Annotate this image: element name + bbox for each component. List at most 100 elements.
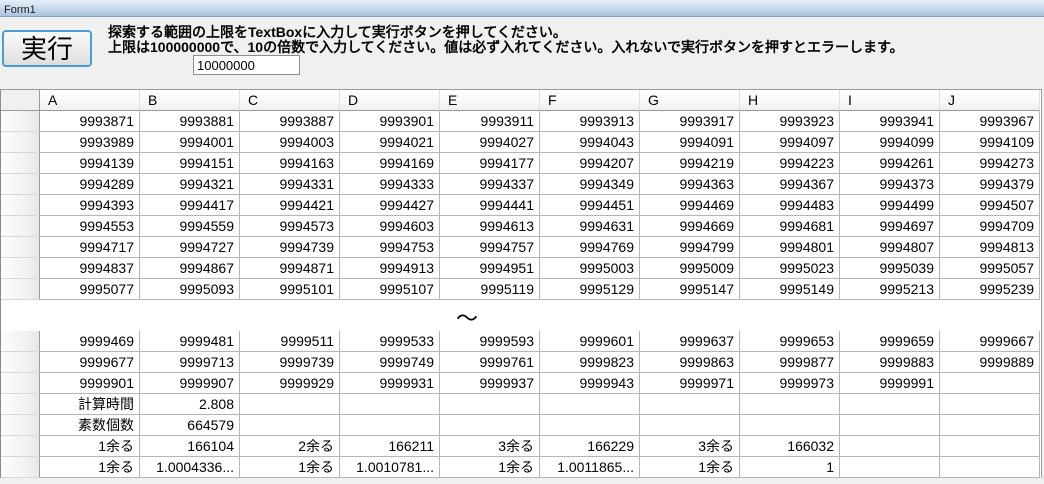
grid-cell[interactable]: 9994799 <box>640 237 740 258</box>
grid-cell[interactable]: 9994559 <box>140 216 240 237</box>
grid-cell[interactable]: 9994427 <box>340 195 440 216</box>
grid-cell[interactable]: 9994441 <box>440 195 540 216</box>
grid-cell[interactable]: 166104 <box>140 436 240 457</box>
grid-cell[interactable]: 9995077 <box>40 279 140 300</box>
grid-cell[interactable]: 9994223 <box>740 153 840 174</box>
row-header[interactable] <box>1 153 40 174</box>
row-header[interactable] <box>1 373 40 394</box>
grid-cell[interactable]: 9994469 <box>640 195 740 216</box>
grid-cell[interactable] <box>740 415 840 436</box>
grid-cell[interactable]: 9994669 <box>640 216 740 237</box>
grid-cell[interactable]: 9994261 <box>840 153 940 174</box>
grid-cell[interactable] <box>540 415 640 436</box>
grid-cell[interactable]: 9999511 <box>240 331 340 352</box>
grid-cell[interactable] <box>940 436 1040 457</box>
grid-cell[interactable]: 9994333 <box>340 174 440 195</box>
grid-cell[interactable]: 9999823 <box>540 352 640 373</box>
row-header[interactable] <box>1 111 40 132</box>
row-header[interactable] <box>1 436 40 457</box>
grid-cell[interactable] <box>640 415 740 436</box>
grid-cell[interactable]: 9995003 <box>540 258 640 279</box>
column-header[interactable]: A <box>40 90 140 111</box>
grid-cell[interactable]: 9994163 <box>240 153 340 174</box>
grid-cell[interactable] <box>740 394 840 415</box>
grid-cell[interactable]: 9999749 <box>340 352 440 373</box>
grid-cell[interactable]: 9994003 <box>240 132 340 153</box>
grid-cell[interactable] <box>340 394 440 415</box>
grid-cell[interactable]: 9999469 <box>40 331 140 352</box>
grid-cell[interactable]: 9995057 <box>940 258 1040 279</box>
upper-limit-input[interactable] <box>193 55 300 75</box>
grid-cell[interactable]: 1.0011865... <box>540 457 640 478</box>
grid-cell[interactable]: 9994289 <box>40 174 140 195</box>
grid-cell[interactable]: 9999937 <box>440 373 540 394</box>
grid-cell[interactable]: 9999653 <box>740 331 840 352</box>
grid-cell[interactable]: 9995023 <box>740 258 840 279</box>
grid-cell[interactable]: 9994091 <box>640 132 740 153</box>
grid-cell[interactable]: 9993913 <box>540 111 640 132</box>
grid-cell[interactable]: 9994219 <box>640 153 740 174</box>
grid-cell[interactable]: 9995213 <box>840 279 940 300</box>
row-header[interactable] <box>1 415 40 436</box>
column-header[interactable]: D <box>340 90 440 111</box>
grid-cell[interactable]: 9994631 <box>540 216 640 237</box>
grid-cell[interactable]: 9995147 <box>640 279 740 300</box>
grid-cell[interactable]: 9994727 <box>140 237 240 258</box>
grid-cell[interactable]: 1.0004336... <box>140 457 240 478</box>
row-header[interactable] <box>1 216 40 237</box>
grid-cell[interactable]: 9994363 <box>640 174 740 195</box>
grid-cell[interactable]: 9994373 <box>840 174 940 195</box>
grid-cell[interactable]: 9994151 <box>140 153 240 174</box>
grid-cell[interactable]: 9994483 <box>740 195 840 216</box>
column-header[interactable]: H <box>740 90 840 111</box>
grid-cell[interactable]: 9995239 <box>940 279 1040 300</box>
grid-cell[interactable]: 9994717 <box>40 237 140 258</box>
grid-cell[interactable]: 9999907 <box>140 373 240 394</box>
column-header[interactable]: I <box>840 90 940 111</box>
run-button[interactable]: 実行 <box>2 30 92 67</box>
grid-cell[interactable]: 9994417 <box>140 195 240 216</box>
grid-cell[interactable]: 9994379 <box>940 174 1040 195</box>
grid-cell[interactable]: 9993901 <box>340 111 440 132</box>
row-header[interactable] <box>1 174 40 195</box>
grid-cell[interactable]: 素数個数 <box>40 415 140 436</box>
grid-cell[interactable]: 9994349 <box>540 174 640 195</box>
grid-cell[interactable]: 9994801 <box>740 237 840 258</box>
grid-cell[interactable]: 9999659 <box>840 331 940 352</box>
grid-cell[interactable]: 9995009 <box>640 258 740 279</box>
grid-cell[interactable]: 3余る <box>640 436 740 457</box>
grid-cell[interactable]: 9999863 <box>640 352 740 373</box>
grid-cell[interactable]: 9994021 <box>340 132 440 153</box>
grid-cell[interactable]: 9995129 <box>540 279 640 300</box>
grid-cell[interactable]: 9995107 <box>340 279 440 300</box>
grid-cell[interactable]: 9994393 <box>40 195 140 216</box>
row-header[interactable] <box>1 394 40 415</box>
grid-cell[interactable]: 3余る <box>440 436 540 457</box>
column-header[interactable]: B <box>140 90 240 111</box>
grid-cell[interactable]: 166032 <box>740 436 840 457</box>
grid-cell[interactable]: 9999593 <box>440 331 540 352</box>
grid-cell[interactable]: 9994027 <box>440 132 540 153</box>
column-header[interactable]: J <box>940 90 1040 111</box>
grid-cell[interactable]: 9994321 <box>140 174 240 195</box>
grid-cell[interactable] <box>940 394 1040 415</box>
grid-cell[interactable] <box>940 415 1040 436</box>
grid-cell[interactable]: 9999481 <box>140 331 240 352</box>
grid-cell[interactable]: 9999973 <box>740 373 840 394</box>
grid-cell[interactable] <box>840 394 940 415</box>
grid-cell[interactable]: 9994813 <box>940 237 1040 258</box>
row-header[interactable] <box>1 258 40 279</box>
row-header[interactable] <box>1 132 40 153</box>
grid-cell[interactable]: 9993911 <box>440 111 540 132</box>
grid-cell[interactable]: 9994757 <box>440 237 540 258</box>
grid-cell[interactable]: 9994739 <box>240 237 340 258</box>
grid-cell[interactable]: 1余る <box>440 457 540 478</box>
grid-cell[interactable] <box>240 394 340 415</box>
grid-cell[interactable]: 9999761 <box>440 352 540 373</box>
grid-cell[interactable]: 9994681 <box>740 216 840 237</box>
row-header[interactable] <box>1 237 40 258</box>
grid-cell[interactable] <box>540 394 640 415</box>
grid-cell[interactable]: 9999943 <box>540 373 640 394</box>
grid-cell[interactable] <box>940 373 1040 394</box>
grid-cell[interactable]: 9994807 <box>840 237 940 258</box>
